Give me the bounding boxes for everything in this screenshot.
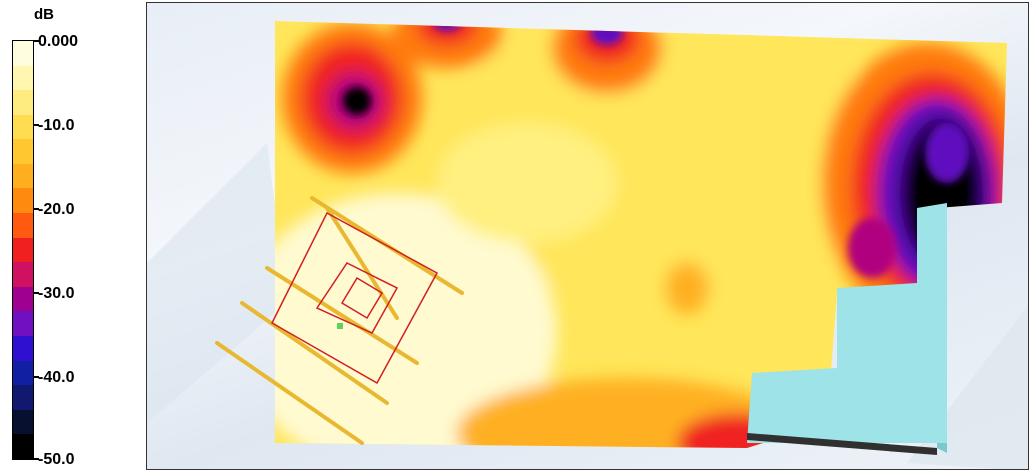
tick-mark [34, 124, 39, 126]
colorbar-band [13, 188, 33, 214]
legend-unit: dB [34, 6, 54, 23]
tick-mark [34, 458, 39, 460]
block-shadow [747, 433, 937, 455]
colorbar-legend: dB 0.000 -10.0 -20.0 -30.0 -40.0 -50.0 [0, 0, 140, 472]
colorbar-band [13, 41, 33, 66]
colorbar-band [13, 385, 33, 410]
tick-mark [34, 292, 39, 294]
colorbar-band [13, 65, 33, 91]
colorbar-band [13, 434, 33, 459]
colorbar-band [13, 90, 33, 115]
tick-label-5: -50.0 [38, 451, 75, 468]
colorbar-band [13, 114, 33, 140]
wire-squares [271, 211, 439, 385]
tick-label-1: -10.0 [38, 117, 75, 134]
tick-mark [34, 376, 39, 378]
tick-label-2: -20.0 [38, 201, 75, 218]
tick-mark [34, 40, 39, 42]
tick-label-3: -30.0 [38, 285, 75, 302]
colorbar-band [13, 237, 33, 263]
colorbar-band [13, 409, 33, 435]
colorbar-band [13, 360, 33, 386]
colorbar-band [13, 139, 33, 164]
colorbar [12, 40, 34, 460]
colorbar-band [13, 335, 33, 361]
colorbar-band [13, 213, 33, 238]
tick-mark [34, 208, 39, 210]
tick-label-4: -40.0 [38, 369, 75, 386]
3d-viewport[interactable] [146, 2, 1029, 470]
antenna-rods [215, 196, 464, 445]
colorbar-band [13, 286, 33, 312]
tick-label-0: 0.000 [38, 33, 79, 50]
colorbar-band [13, 262, 33, 287]
marker [337, 323, 343, 329]
cyan-block [747, 203, 947, 443]
colorbar-band [13, 163, 33, 189]
colorbar-band [13, 311, 33, 336]
heatmap-scene [147, 21, 1028, 469]
heatmap-floor [275, 21, 1007, 448]
bg-plane [147, 143, 287, 423]
